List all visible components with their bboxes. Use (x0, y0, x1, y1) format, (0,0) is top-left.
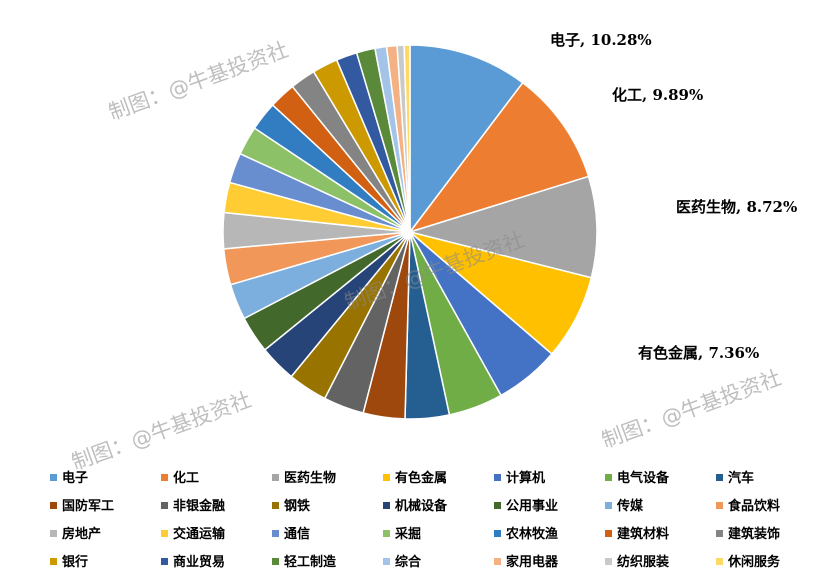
data-label-3: 医药生物, 8.72% (676, 198, 797, 216)
legend-label: 休闲服务 (727, 554, 781, 570)
legend-item: 通信 (272, 526, 310, 542)
legend-item: 电气设备 (605, 470, 670, 486)
data-labels: 电子, 10.28% 化工, 9.89% 医药生物, 8.72% 有色金属, 7.36… (550, 31, 797, 362)
legend-swatch (716, 558, 723, 565)
pie-slice-3 (407, 175, 598, 279)
legend-item: 农林牧渔 (494, 526, 558, 542)
legend-swatch (494, 530, 501, 537)
legend-label: 计算机 (506, 470, 545, 486)
watermark: 制图：@牛基投资社 (599, 366, 785, 453)
legend-item: 家用电器 (494, 554, 559, 570)
legend-label: 建筑材料 (617, 526, 669, 542)
watermark: 制图：@牛基投资社 (106, 38, 292, 125)
legend-label: 商业贸易 (173, 554, 225, 570)
legend-label: 电子 (62, 470, 88, 486)
legend-item: 交通运输 (161, 526, 226, 542)
data-label-2: 化工, 9.89% (612, 86, 703, 104)
legend-item: 房地产 (50, 526, 101, 542)
legend-label: 汽车 (728, 470, 754, 486)
legend-item: 医药生物 (272, 470, 336, 486)
legend-swatch (383, 558, 390, 565)
legend-label: 食品饮料 (728, 498, 780, 514)
legend-swatch (50, 558, 57, 565)
pie-slice-2 (407, 81, 590, 234)
legend-swatch (272, 530, 279, 537)
legend-swatch (383, 474, 390, 481)
legend-label: 交通运输 (173, 526, 226, 542)
legend-label: 纺织服装 (617, 554, 669, 570)
legend-item: 建筑装饰 (716, 526, 780, 542)
legend-label: 化工 (173, 470, 199, 486)
legend-label: 非银金融 (173, 498, 225, 514)
legend-swatch (605, 474, 612, 481)
legend-item: 建筑材料 (605, 526, 669, 542)
legend-item: 钢铁 (272, 498, 310, 514)
legend-label: 电气设备 (617, 470, 670, 486)
legend-label: 农林牧渔 (505, 526, 558, 542)
legend-item: 化工 (161, 470, 199, 486)
legend-item: 计算机 (494, 470, 545, 486)
legend-label: 综合 (395, 554, 422, 570)
legend-label: 公用事业 (506, 498, 558, 514)
legend-item: 国防军工 (50, 498, 114, 514)
legend-swatch (605, 530, 612, 537)
legend-swatch (161, 530, 168, 537)
legend-swatch (50, 530, 57, 537)
legend-item: 休闲服务 (716, 554, 781, 570)
data-label-4: 有色金属, 7.36% (638, 344, 759, 362)
legend-swatch (494, 558, 501, 565)
legend-label: 银行 (62, 554, 88, 570)
legend-swatch (272, 558, 279, 565)
legend-swatch (161, 502, 168, 509)
legend-item: 商业贸易 (161, 554, 225, 570)
legend-item: 有色金属 (383, 470, 447, 486)
legend-item: 公用事业 (494, 498, 558, 514)
legend-item: 电子 (50, 470, 88, 486)
legend-label: 轻工制造 (284, 554, 337, 570)
legend-item: 综合 (383, 554, 422, 570)
legend-item: 传媒 (605, 498, 644, 514)
legend-item: 汽车 (716, 470, 754, 486)
legend-swatch (161, 474, 168, 481)
watermark: 制图：@牛基投资社 (69, 388, 255, 475)
legend-item: 银行 (50, 554, 88, 570)
legend-item: 纺织服装 (605, 554, 669, 570)
legend-swatch (494, 502, 501, 509)
legend-label: 机械设备 (395, 498, 448, 514)
legend-item: 轻工制造 (272, 554, 337, 570)
legend-label: 采掘 (394, 526, 421, 542)
legend-label: 钢铁 (284, 498, 310, 514)
legend-label: 国防军工 (62, 498, 114, 514)
legend-item: 非银金融 (161, 498, 225, 514)
legend-item: 采掘 (383, 526, 421, 542)
legend-label: 医药生物 (284, 470, 336, 486)
legend-swatch (605, 502, 612, 509)
legend-item: 机械设备 (383, 498, 448, 514)
data-label-1: 电子, 10.28% (550, 31, 652, 49)
legend-label: 家用电器 (506, 554, 559, 570)
pie-slices (222, 44, 598, 420)
legend-swatch (716, 530, 723, 537)
legend-swatch (50, 474, 57, 481)
legend-swatch (383, 502, 390, 509)
legend-label: 建筑装饰 (728, 526, 780, 542)
legend-swatch (716, 502, 723, 509)
legend-item: 食品饮料 (716, 498, 780, 514)
legend-swatch (494, 474, 501, 481)
pie-slice-1 (409, 44, 524, 235)
legend-swatch (50, 502, 57, 509)
legend-swatch (272, 502, 279, 509)
legend-swatch (272, 474, 279, 481)
pie-slice-28 (403, 44, 411, 233)
legend-label: 通信 (284, 526, 310, 542)
legend-swatch (605, 558, 612, 565)
legend-swatch (161, 558, 168, 565)
legend-label: 传媒 (616, 498, 644, 514)
legend-label: 有色金属 (395, 470, 447, 486)
legend-swatch (383, 530, 390, 537)
legend-label: 房地产 (62, 526, 101, 542)
legend-swatch (716, 474, 723, 481)
